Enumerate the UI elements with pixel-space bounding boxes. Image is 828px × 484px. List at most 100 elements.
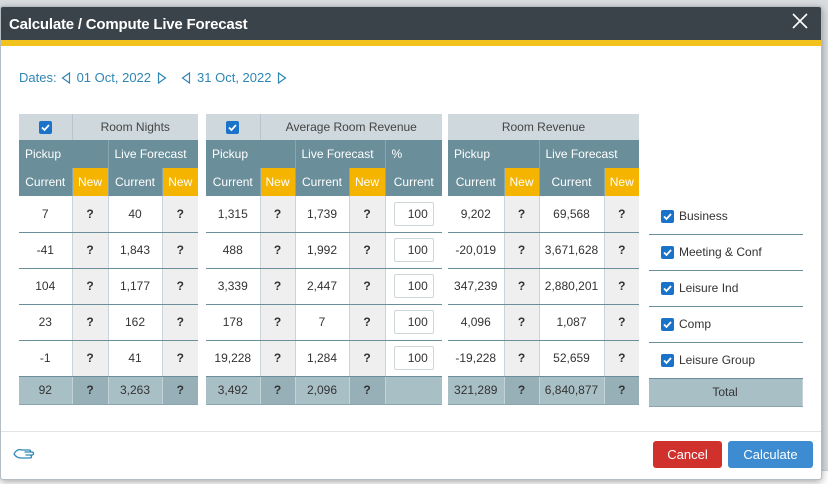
rr-pickup-new: ?	[504, 304, 540, 341]
room-nights-title: Room Nights	[72, 114, 199, 140]
segment-label: Comp	[679, 317, 712, 332]
rr-live-forecast-header: Live Forecast	[539, 140, 640, 168]
arr-pickup-new-header: New	[260, 168, 296, 196]
pct-input[interactable]	[393, 274, 434, 298]
rn-lf-new: ?	[162, 268, 199, 305]
table-row: 9,202? 69,568?	[448, 196, 640, 233]
rr-lf-new-total: ?	[604, 376, 640, 405]
arr-lf-current: 2,447	[295, 268, 350, 305]
rn-lf-current-header: Current	[108, 168, 163, 196]
table-row: 178? 7?	[206, 304, 443, 341]
rr-pickup-current: 347,239	[448, 268, 505, 305]
rn-lf-current: 1,177	[108, 268, 163, 305]
header-accent-bar	[1, 40, 821, 46]
room-nights-checkbox-cell[interactable]	[19, 114, 73, 140]
segment-checkbox[interactable]	[661, 317, 674, 331]
rn-lf-current: 1,843	[108, 232, 163, 269]
segment-list: Business Meeting & Conf Leisure Ind Comp…	[649, 198, 803, 407]
arr-lf-new: ?	[349, 340, 386, 377]
rn-pickup-current: 7	[19, 196, 73, 233]
segment-meeting-conf[interactable]: Meeting & Conf	[649, 234, 803, 271]
arr-pct-total	[385, 376, 443, 405]
end-next-icon[interactable]	[277, 71, 288, 84]
list-item: Comp	[649, 306, 803, 343]
rr-pickup-current: -19,228	[448, 340, 505, 377]
arr-pickup-new: ?	[260, 196, 296, 233]
rr-pickup-current-header: Current	[448, 168, 505, 196]
arr-lf-new-total: ?	[349, 376, 386, 405]
rn-pickup-header: Pickup	[19, 140, 109, 168]
table-row: -1? 41?	[19, 340, 199, 377]
avg-room-revenue-table: Average Room Revenue Pickup Live Forecas…	[206, 114, 443, 405]
rn-pickup-total: 92	[19, 376, 73, 405]
rn-lf-current: 41	[108, 340, 163, 377]
list-item: Leisure Ind	[649, 270, 803, 307]
segment-label: Leisure Ind	[679, 281, 739, 296]
start-next-icon[interactable]	[157, 71, 167, 84]
rr-lf-total: 6,840,877	[539, 376, 605, 405]
rr-lf-new-header: New	[604, 168, 640, 196]
table-row: -19,228? 52,659?	[448, 340, 640, 377]
hand-icon[interactable]	[13, 447, 35, 461]
arr-lf-new: ?	[349, 232, 386, 269]
segment-checkbox[interactable]	[661, 209, 674, 223]
segment-label: Leisure Group	[679, 353, 756, 368]
rr-pickup-new: ?	[504, 340, 540, 377]
pct-input[interactable]	[393, 310, 434, 334]
pct-input[interactable]	[393, 238, 434, 262]
list-item: Meeting & Conf	[649, 234, 803, 271]
rn-pickup-current: -41	[19, 232, 73, 269]
cancel-button[interactable]: Cancel	[653, 441, 722, 468]
table-row: 3,339? 2,447?	[206, 268, 443, 305]
arr-lf-current: 7	[295, 304, 350, 341]
arr-pct-current-header: Current	[385, 168, 443, 196]
rn-lf-new: ?	[162, 304, 199, 341]
avg-room-revenue-checkbox[interactable]	[226, 121, 240, 135]
segment-label: Business	[679, 209, 728, 224]
pct-input[interactable]	[393, 201, 434, 226]
rr-lf-current: 2,880,201	[539, 268, 605, 305]
segment-checkbox[interactable]	[661, 245, 674, 259]
dialog-header: Calculate / Compute Live Forecast	[1, 7, 821, 40]
room-nights-checkbox[interactable]	[38, 121, 52, 135]
segment-business[interactable]: Business	[649, 198, 803, 235]
compute-forecast-dialog: Calculate / Compute Live Forecast Dates:…	[0, 6, 822, 480]
segment-label: Meeting & Conf	[679, 245, 762, 260]
segment-checkbox[interactable]	[661, 353, 674, 367]
segment-leisure-group[interactable]: Leisure Group	[649, 342, 803, 379]
rn-lf-new-header: New	[162, 168, 199, 196]
segment-checkbox[interactable]	[661, 281, 674, 295]
arr-pct-cell	[385, 304, 443, 341]
room-nights-table: Room Nights Pickup Live Forecast Current…	[19, 114, 199, 405]
rr-pickup-new: ?	[504, 196, 540, 233]
end-date[interactable]: 31 Oct, 2022	[197, 70, 272, 85]
table-row: 104? 1,177?	[19, 268, 199, 305]
rr-lf-current-header: Current	[539, 168, 605, 196]
rn-lf-new: ?	[162, 340, 199, 377]
table-row: 7? 40?	[19, 196, 199, 233]
rn-lf-current: 162	[108, 304, 163, 341]
end-prev-icon[interactable]	[181, 71, 191, 84]
arr-pickup-new: ?	[260, 232, 296, 269]
segment-comp[interactable]: Comp	[649, 306, 803, 343]
arr-checkbox-cell[interactable]	[206, 114, 261, 140]
start-date[interactable]: 01 Oct, 2022	[76, 70, 152, 85]
close-icon[interactable]	[789, 10, 811, 32]
segment-leisure-ind[interactable]: Leisure Ind	[649, 270, 803, 307]
table-row: 488? 1,992?	[206, 232, 443, 269]
start-prev-icon[interactable]	[61, 71, 71, 84]
arr-lf-current: 1,992	[295, 232, 350, 269]
calculate-button[interactable]: Calculate	[728, 441, 813, 468]
arr-lf-new: ?	[349, 304, 386, 341]
rr-pickup-total: 321,289	[448, 376, 505, 405]
room-revenue-title: Room Revenue	[448, 114, 640, 140]
rn-lf-total: 3,263	[108, 376, 163, 405]
total-row: 321,289? 6,840,877?	[448, 376, 640, 405]
total-row: Total	[649, 378, 803, 407]
table-row: 19,228? 1,284?	[206, 340, 443, 377]
arr-pickup-new: ?	[260, 340, 296, 377]
rr-pickup-current: 4,096	[448, 304, 505, 341]
arr-pickup-new: ?	[260, 304, 296, 341]
pct-input[interactable]	[393, 346, 434, 370]
arr-lf-current: 1,739	[295, 196, 350, 233]
